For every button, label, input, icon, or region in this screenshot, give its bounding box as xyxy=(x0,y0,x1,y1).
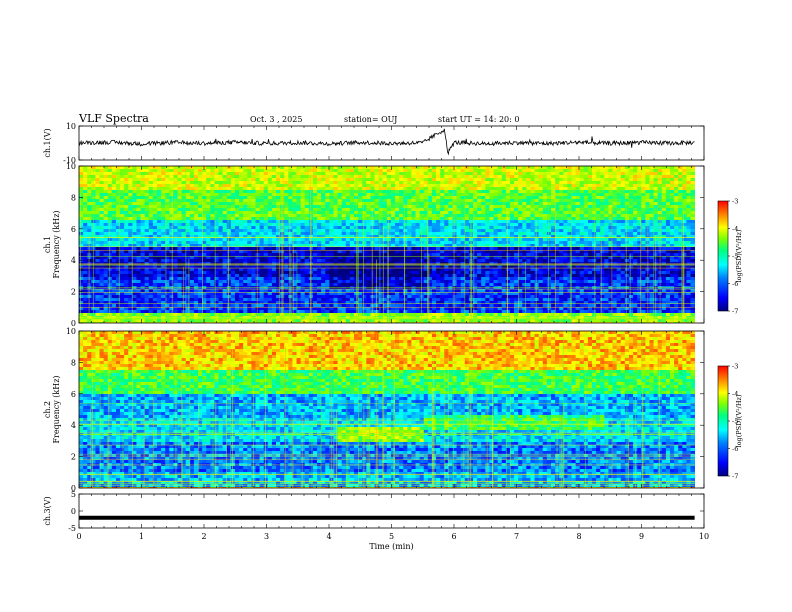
xtick-label: 4 xyxy=(326,532,331,541)
spectrogram-layer xyxy=(78,128,696,520)
ch2-spectrogram-ytick-label: 6 xyxy=(71,390,76,399)
xtick-label: 8 xyxy=(576,532,581,541)
ch1-spectrogram-image xyxy=(79,166,696,323)
ch1-spectrogram-ytick-label: 6 xyxy=(71,225,76,234)
ch2-spectrogram-colorbar-tick-label: -6 xyxy=(732,445,738,453)
ch1-spectrogram-ytick-label: 2 xyxy=(71,288,76,297)
xtick-label: 7 xyxy=(514,532,519,541)
ch1-waveform-ytick-label: 10 xyxy=(66,122,76,131)
ch1-waveform-trace xyxy=(78,128,695,156)
ch1-spectrogram-colorbar-tick-label: -7 xyxy=(732,308,738,316)
axes-layer xyxy=(78,125,730,529)
date-label: Oct. 3 , 2025 xyxy=(250,115,303,124)
ch2-spectrogram-colorbar-tick-label: -7 xyxy=(732,473,738,481)
ch1-spectrogram-ylabel-channel: ch.1 xyxy=(43,236,52,253)
ch1-spectrogram-colorbar-tick-label: -5 xyxy=(732,253,738,261)
ch1-spectrogram-colorbar-label: log(PSD)(V²/Hz) xyxy=(735,229,743,282)
ch1-spectrogram-ytick-label: 10 xyxy=(66,162,76,171)
ch3-waveform-ytick-label: 0 xyxy=(71,507,76,516)
ch1-waveform-ylabel: ch.1(V) xyxy=(43,128,52,157)
ch1-waveform-ytick-label: -10 xyxy=(63,156,76,165)
ch3-waveform-ytick-label: 5 xyxy=(71,490,76,499)
ch2-spectrogram-colorbar xyxy=(717,365,729,477)
ch2-spectrogram-ytick-label: 0 xyxy=(71,484,76,493)
ch2-spectrogram-ylabel-frequency: Frequency (kHz) xyxy=(52,375,61,443)
ch3-waveform-ytick-label: -5 xyxy=(68,524,76,533)
ch3-waveform-frame xyxy=(78,493,705,529)
ch1-spectrogram-ytick-label: 4 xyxy=(71,256,76,265)
ch1-spectrogram-ytick-label: 0 xyxy=(71,319,76,328)
figure-title: VLF Spectra xyxy=(79,112,149,125)
ch2-spectrogram-image xyxy=(79,331,696,488)
ch1-spectrogram-colorbar-tick-label: -6 xyxy=(732,280,738,288)
xtick-label: 2 xyxy=(201,532,206,541)
ch2-spectrogram-colorbar-label: log(PSD)(V²/Hz) xyxy=(735,394,743,447)
ch1-spectrogram-ylabel-frequency: Frequency (kHz) xyxy=(52,210,61,278)
ch2-spectrogram-ylabel-channel: ch.2 xyxy=(43,401,52,418)
xtick-label: 9 xyxy=(639,532,644,541)
ch3-waveform-ylabel: ch.3(V) xyxy=(43,496,52,525)
ch2-spectrogram-ytick-label: 10 xyxy=(66,327,76,336)
ch1-spectrogram-colorbar xyxy=(717,200,729,312)
xtick-label: 1 xyxy=(139,532,144,541)
ch2-spectrogram-colorbar-tick-label: -3 xyxy=(732,363,738,371)
station-label: station= OUJ xyxy=(344,115,398,124)
ch2-spectrogram-colorbar-tick-label: -4 xyxy=(732,390,738,398)
xtick-label: 10 xyxy=(699,532,709,541)
xtick-label: 6 xyxy=(451,532,456,541)
ch1-spectrogram-colorbar-tick-label: -3 xyxy=(732,198,738,206)
ch2-spectrogram-ytick-label: 8 xyxy=(71,358,76,367)
start-time-label: start UT = 14: 20: 0 xyxy=(438,115,520,124)
ch1-spectrogram-colorbar-tick-label: -4 xyxy=(732,225,738,233)
text-layer: -3 -4 -5 -6 -7 log(PSD)(V²/Hz) -3 -4 -5 -6 -7 log(P… xyxy=(43,122,743,551)
ch2-spectrogram-ytick-label: 4 xyxy=(71,421,76,430)
x-axis-label: Time (min) xyxy=(369,542,413,551)
xtick-label: 0 xyxy=(76,532,81,541)
ch1-spectrogram-ytick-label: 8 xyxy=(71,193,76,202)
ch2-spectrogram-ytick-label: 2 xyxy=(71,453,76,462)
xtick-label: 5 xyxy=(389,532,394,541)
xtick-label: 3 xyxy=(264,532,269,541)
ch2-spectrogram-colorbar-tick-label: -5 xyxy=(732,418,738,426)
